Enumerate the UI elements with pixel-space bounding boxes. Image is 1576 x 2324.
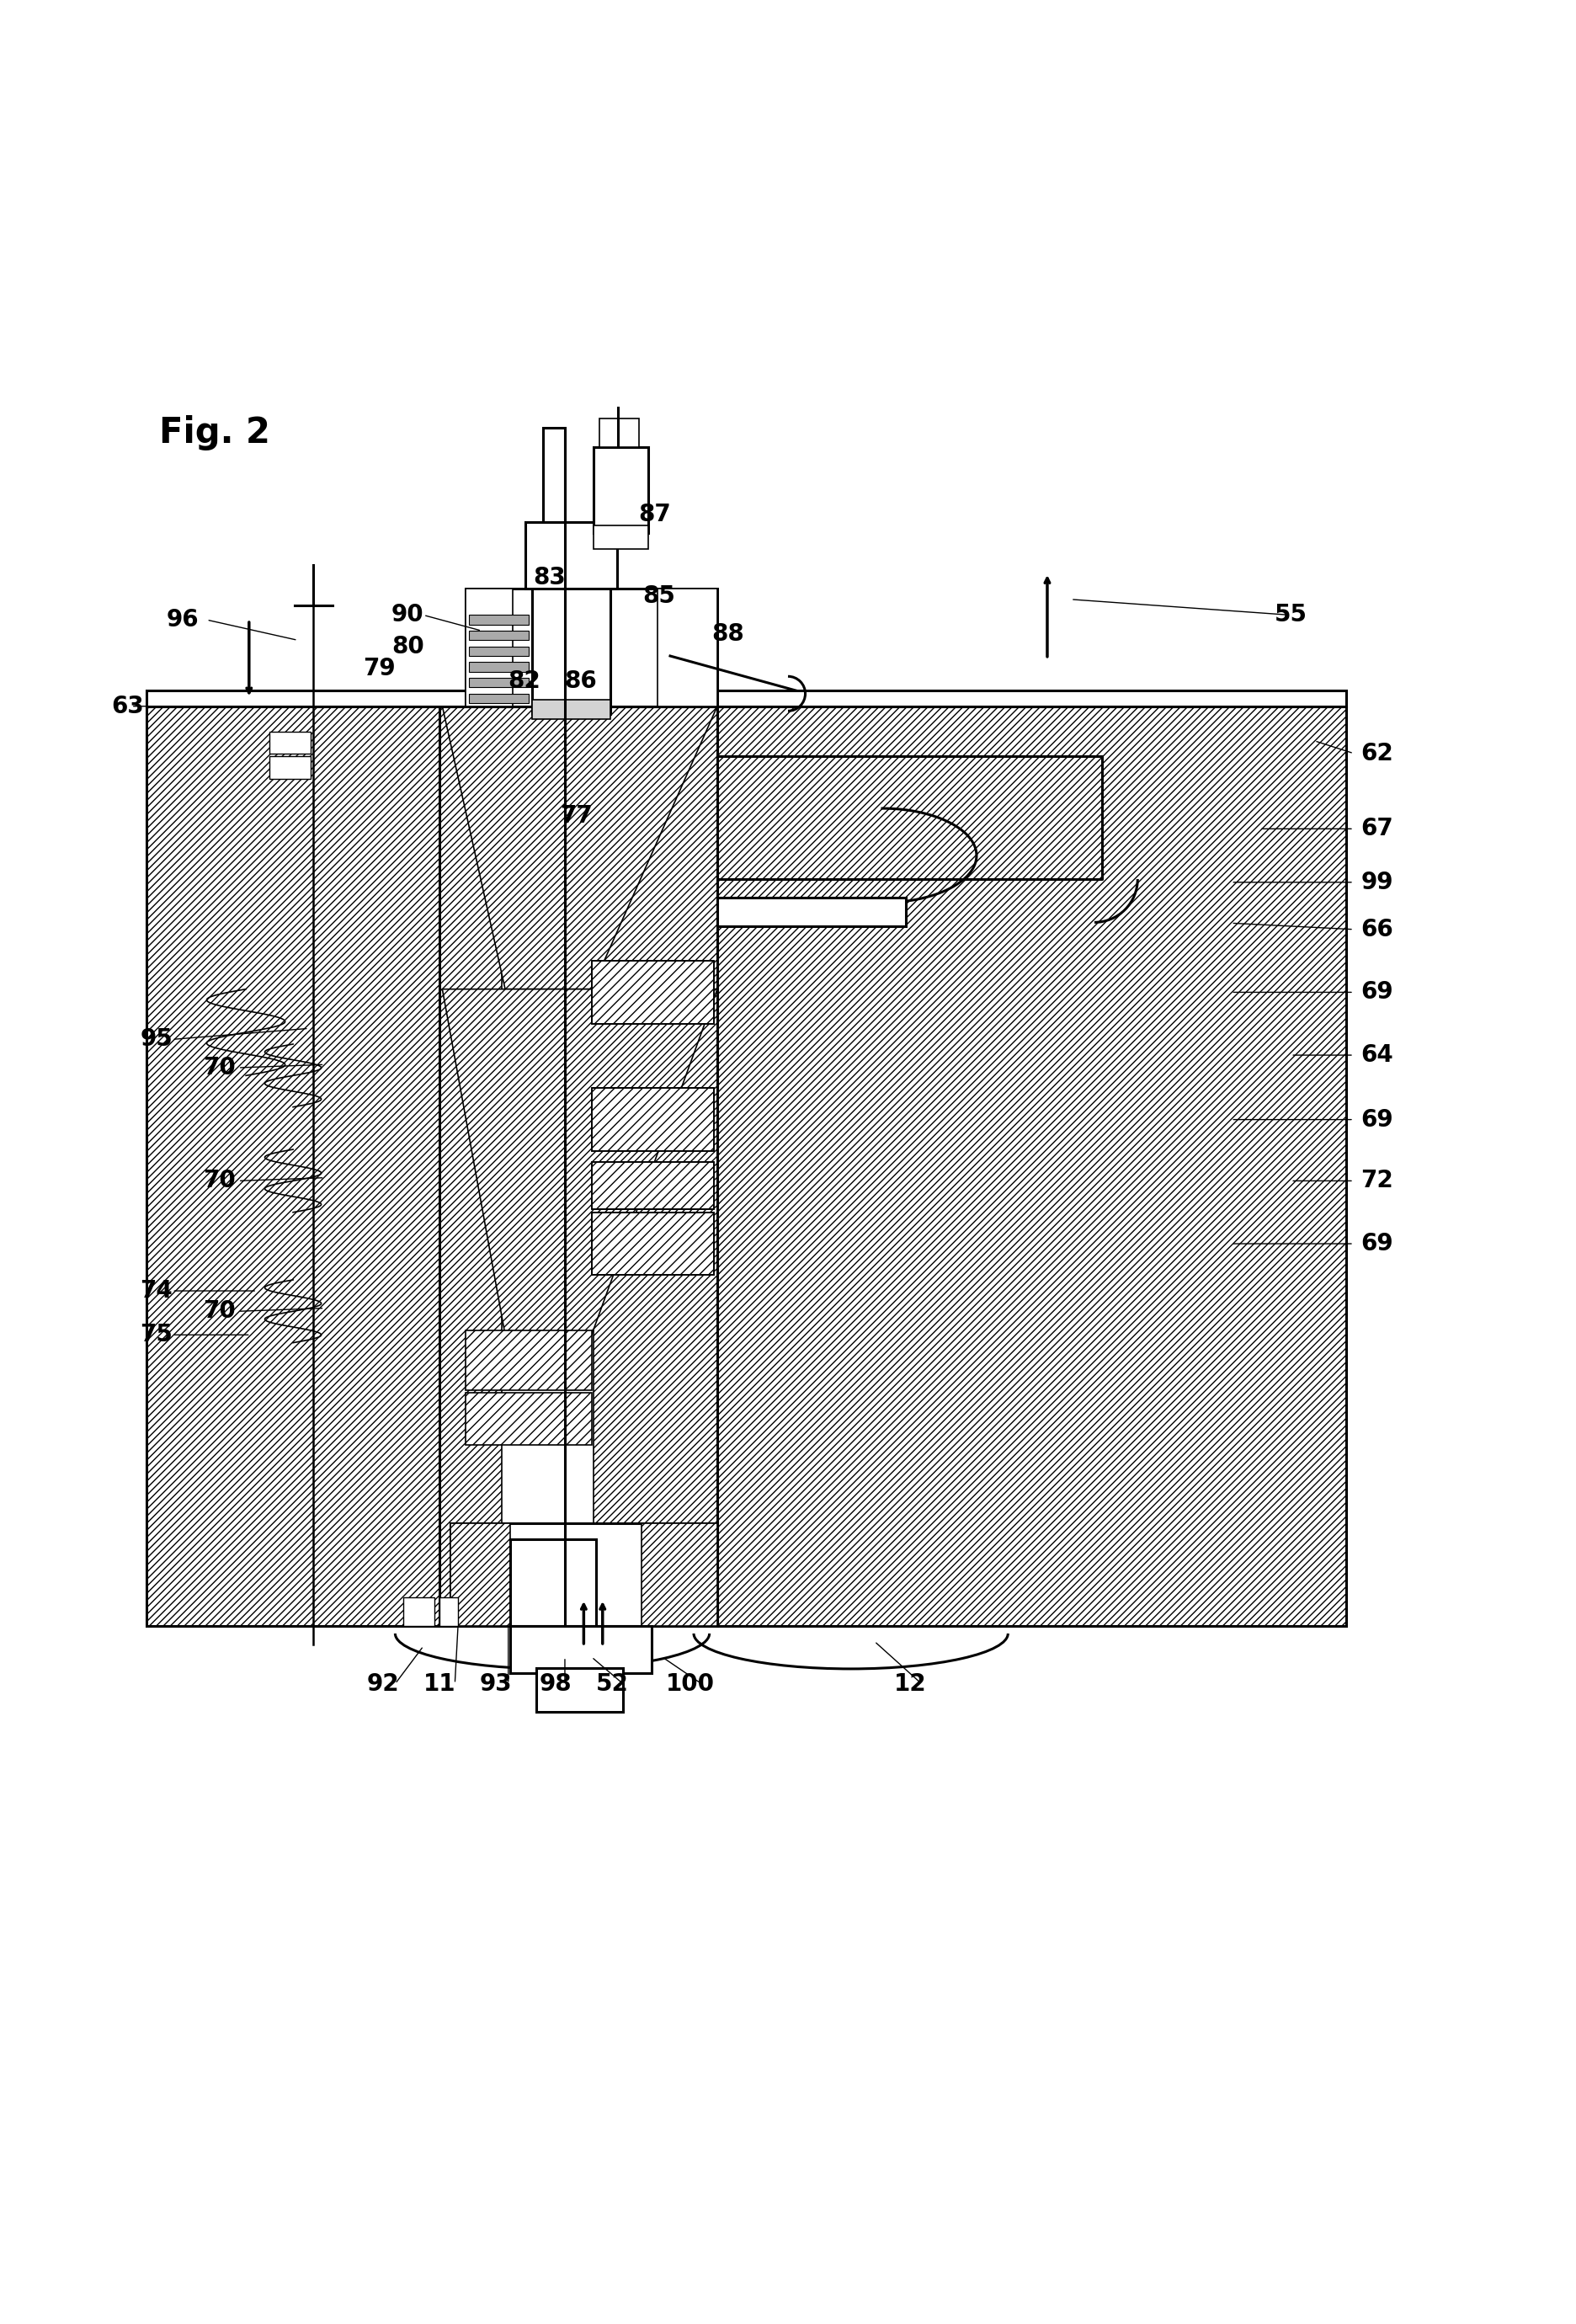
Text: 67: 67 (1362, 818, 1393, 841)
Bar (269, 732, 310, 753)
Bar (591, 960, 714, 1023)
Bar (466, 588, 717, 706)
Bar (451, 1525, 511, 1624)
Bar (470, 630, 528, 639)
Text: 69: 69 (1362, 1232, 1393, 1255)
Text: 83: 83 (533, 565, 566, 590)
Text: 70: 70 (203, 1169, 235, 1192)
Bar (641, 1525, 717, 1624)
Text: 100: 100 (667, 1671, 716, 1697)
Bar (147, 690, 1346, 706)
Bar (591, 1088, 714, 1150)
Text: 11: 11 (422, 1671, 455, 1697)
Bar (591, 1162, 714, 1208)
Text: 66: 66 (1362, 918, 1393, 941)
Bar (466, 1329, 591, 1390)
Bar (593, 525, 648, 548)
Polygon shape (443, 706, 717, 990)
Text: 88: 88 (712, 623, 744, 646)
Text: 69: 69 (1362, 1109, 1393, 1132)
Bar (531, 576, 610, 713)
Text: 64: 64 (1362, 1043, 1393, 1067)
Bar (536, 1669, 623, 1713)
Text: 95: 95 (140, 1027, 173, 1050)
Text: 86: 86 (564, 669, 597, 693)
Bar (403, 1597, 435, 1624)
Bar (591, 1213, 714, 1276)
Bar (717, 706, 1346, 1624)
Text: 92: 92 (366, 1671, 399, 1697)
Bar (593, 706, 717, 1624)
Text: 93: 93 (479, 1671, 512, 1697)
Text: 82: 82 (507, 669, 541, 693)
Text: 70: 70 (203, 1299, 235, 1322)
Bar (511, 1538, 596, 1624)
Bar (591, 1162, 714, 1208)
Bar (440, 706, 717, 1624)
Bar (591, 1213, 714, 1276)
Text: 87: 87 (638, 502, 671, 525)
Bar (599, 418, 638, 446)
Text: 63: 63 (112, 695, 145, 718)
Text: 52: 52 (596, 1671, 629, 1697)
Bar (542, 428, 564, 523)
Text: 96: 96 (167, 609, 199, 632)
Bar (269, 758, 310, 779)
Bar (591, 960, 714, 1023)
Text: 77: 77 (559, 804, 593, 827)
Text: 55: 55 (1275, 604, 1307, 627)
Bar (466, 588, 514, 706)
Bar (470, 646, 528, 655)
Text: 69: 69 (1362, 981, 1393, 1004)
Bar (440, 1597, 459, 1624)
Text: 75: 75 (140, 1322, 173, 1346)
Bar (147, 706, 451, 1624)
Bar (470, 662, 528, 672)
Text: 79: 79 (362, 658, 396, 681)
Text: Fig. 2: Fig. 2 (159, 416, 271, 451)
Text: 99: 99 (1362, 872, 1393, 895)
Text: 85: 85 (643, 583, 676, 609)
Bar (440, 706, 503, 1624)
Bar (657, 588, 717, 706)
Bar (511, 1624, 651, 1673)
Bar (531, 700, 610, 718)
Bar (451, 1525, 717, 1624)
Bar (466, 1392, 591, 1446)
Bar (593, 446, 648, 535)
Text: 80: 80 (391, 634, 424, 658)
Bar (470, 616, 528, 625)
Polygon shape (443, 990, 717, 1334)
Bar (525, 523, 616, 588)
Text: 98: 98 (539, 1671, 572, 1697)
Bar (470, 679, 528, 688)
Bar (717, 897, 906, 927)
Text: 62: 62 (1362, 741, 1393, 765)
Bar (470, 693, 528, 704)
Text: 12: 12 (894, 1671, 927, 1697)
Bar (591, 1088, 714, 1150)
Text: 72: 72 (1362, 1169, 1393, 1192)
Text: 70: 70 (203, 1055, 235, 1078)
Text: 90: 90 (391, 604, 424, 627)
Text: 74: 74 (140, 1278, 173, 1304)
